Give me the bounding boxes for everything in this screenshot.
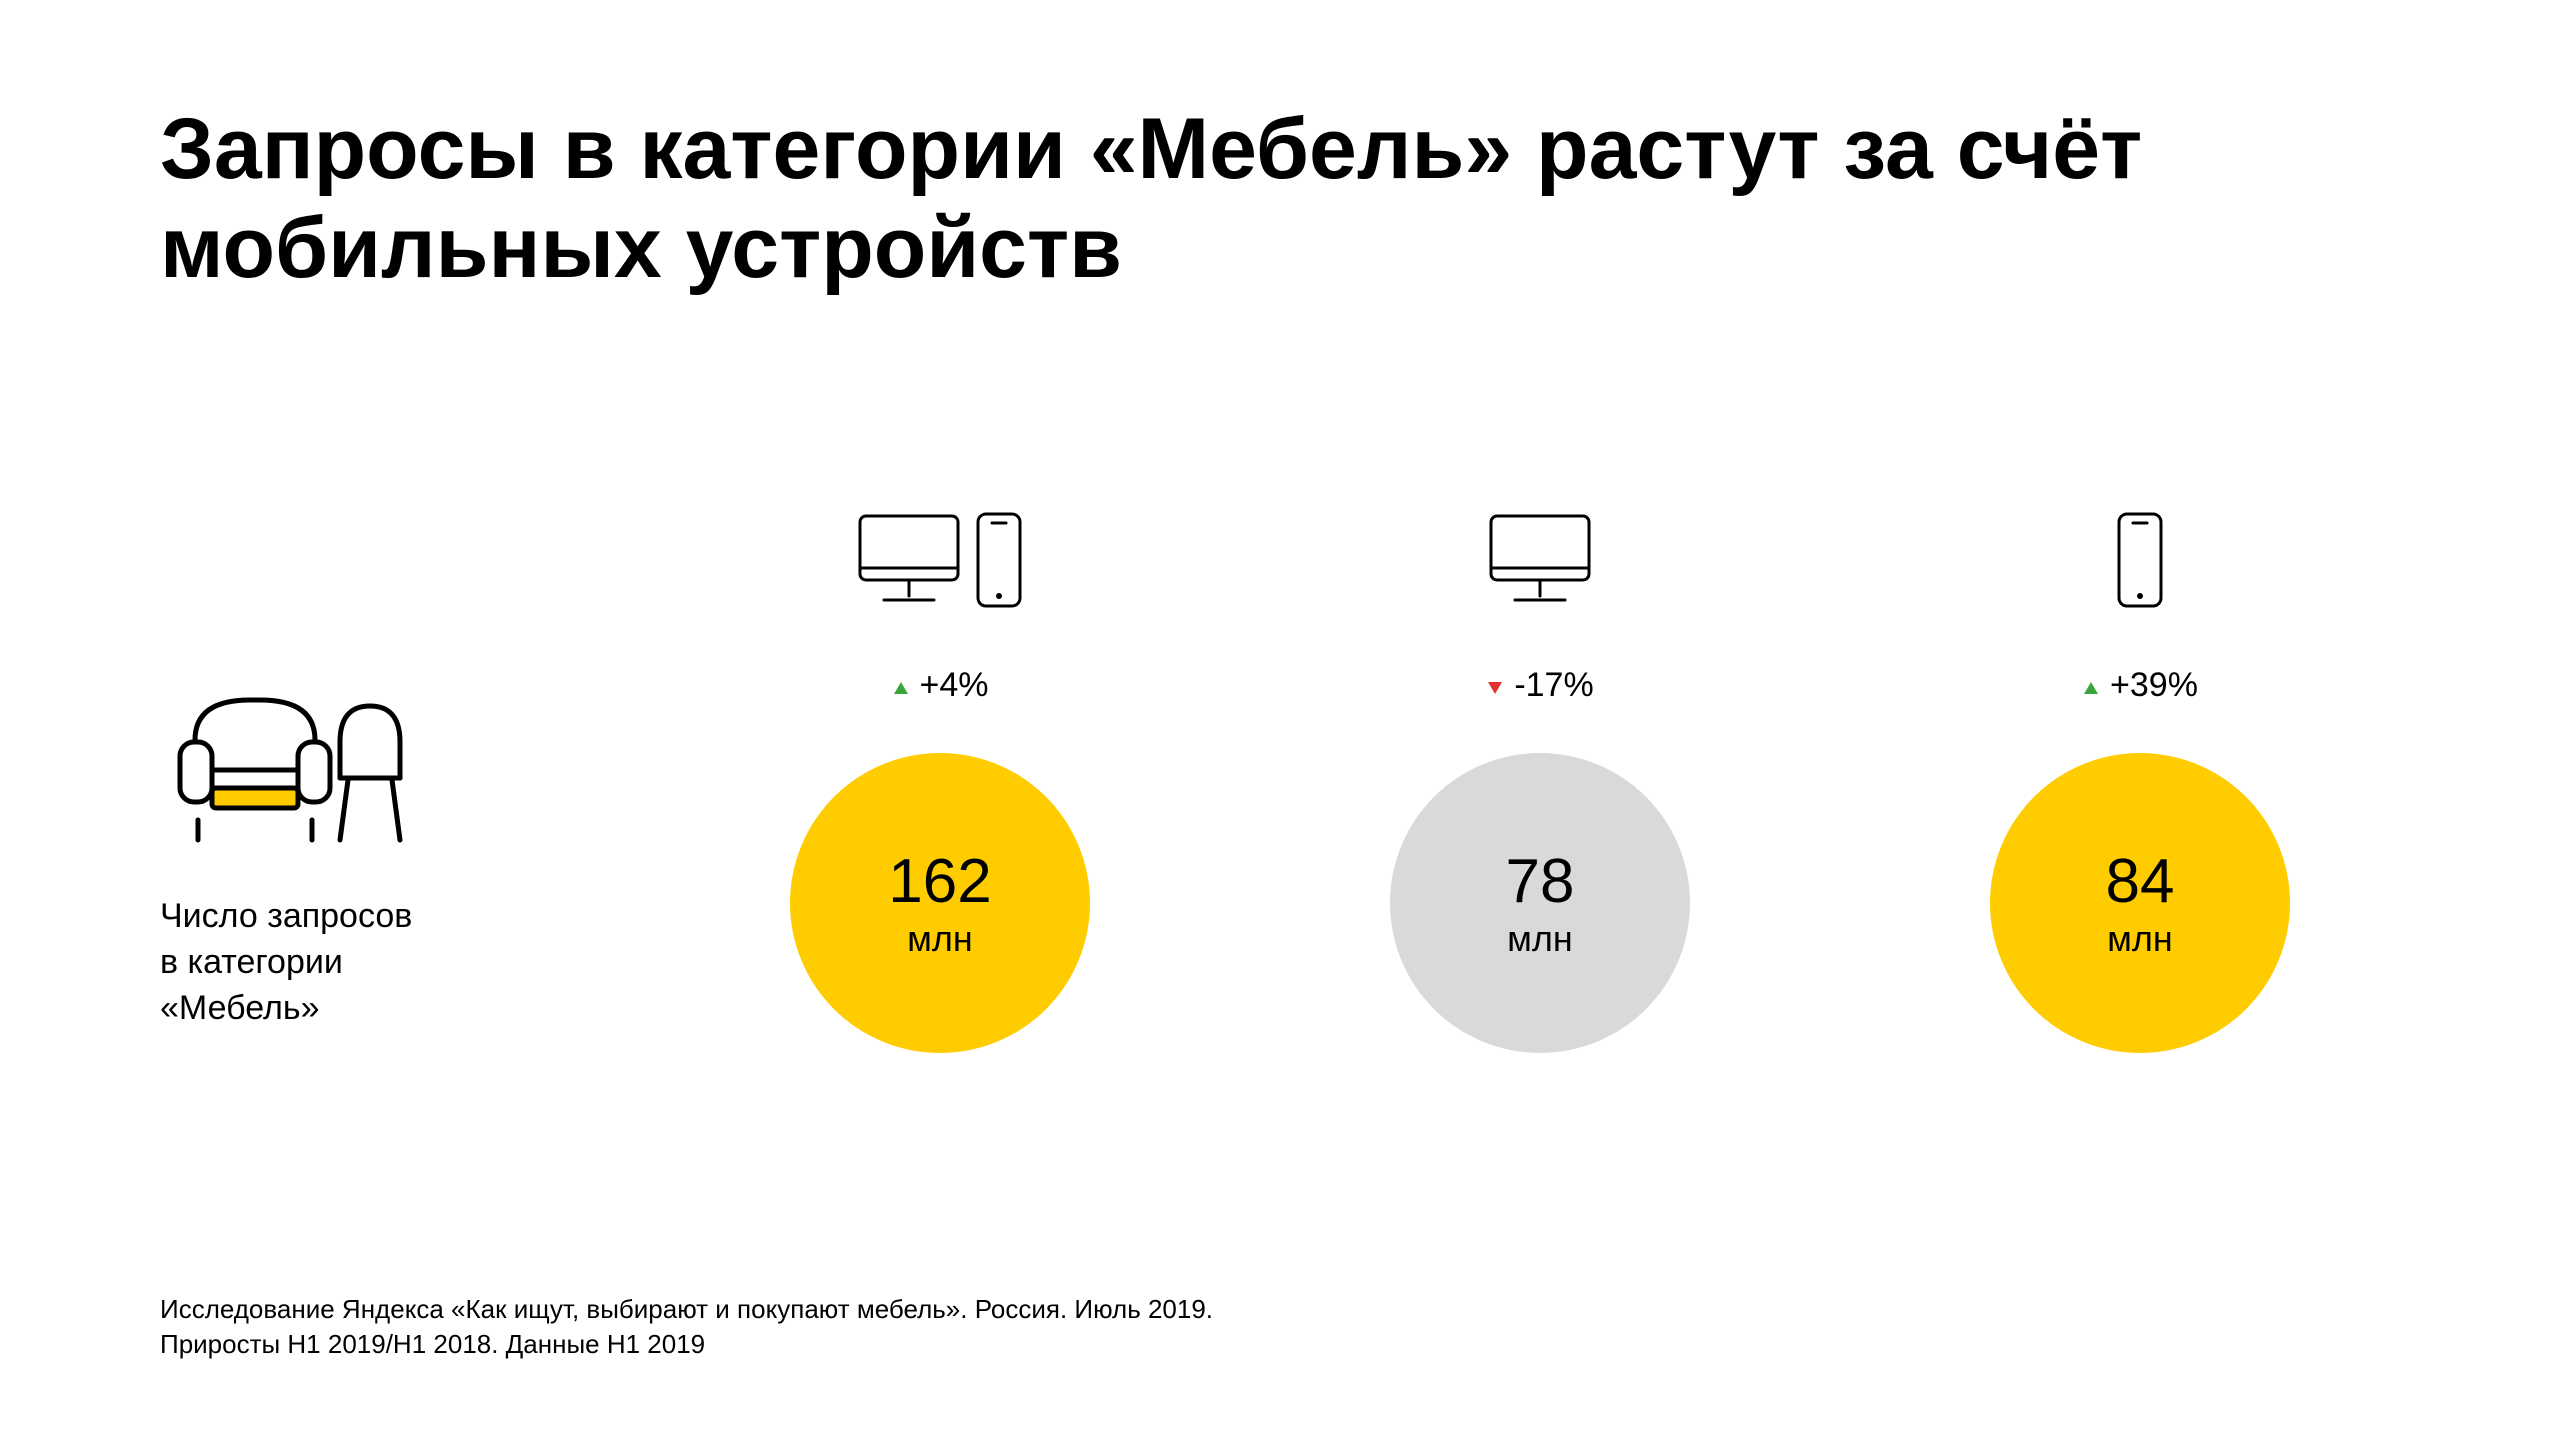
stat-mobile: +39% 84 млн (1880, 500, 2400, 1053)
value: 84 (2106, 849, 2175, 914)
mobile-icon (2113, 500, 2167, 610)
desktop-icon (1485, 500, 1595, 610)
stats-row: +4% 162 млн -17% 78 млн +39% 84 млн (560, 500, 2400, 1053)
footer-line-2: Приросты H1 2019/H1 2018. Данные H1 2019 (160, 1327, 1213, 1362)
value-circle-mobile: 84 млн (1990, 753, 2290, 1053)
delta-text: +4% (920, 666, 989, 705)
delta-mobile: +39% (2082, 666, 2198, 705)
furniture-icon (160, 670, 560, 860)
footer: Исследование Яндекса «Как ищут, выбирают… (160, 1292, 1213, 1362)
value-circle-total: 162 млн (790, 753, 1090, 1053)
value-circle-desktop: 78 млн (1390, 753, 1690, 1053)
unit: млн (907, 920, 973, 958)
legend-block: Число запросовв категории«Мебель» (160, 500, 560, 1032)
arrow-up-icon (2082, 666, 2100, 705)
slide: Запросы в категории «Мебель» растут за с… (0, 0, 2560, 1440)
delta-text: -17% (1514, 666, 1593, 705)
unit: млн (2107, 920, 2173, 958)
legend-label: Число запросовв категории«Мебель» (160, 894, 560, 1032)
footer-line-1: Исследование Яндекса «Как ищут, выбирают… (160, 1292, 1213, 1327)
delta-text: +39% (2110, 666, 2198, 705)
slide-title: Запросы в категории «Мебель» растут за с… (160, 100, 2400, 298)
stat-total: +4% 162 млн (680, 500, 1200, 1053)
desktop-mobile-icon (854, 500, 1026, 610)
delta-desktop: -17% (1486, 666, 1593, 705)
arrow-up-icon (892, 666, 910, 705)
arrow-down-icon (1486, 666, 1504, 705)
delta-total: +4% (892, 666, 989, 705)
unit: млн (1507, 920, 1573, 958)
value: 78 (1506, 849, 1575, 914)
stat-desktop: -17% 78 млн (1280, 500, 1800, 1053)
content-row: Число запросовв категории«Мебель» +4% 162… (160, 500, 2400, 1053)
value: 162 (888, 849, 991, 914)
